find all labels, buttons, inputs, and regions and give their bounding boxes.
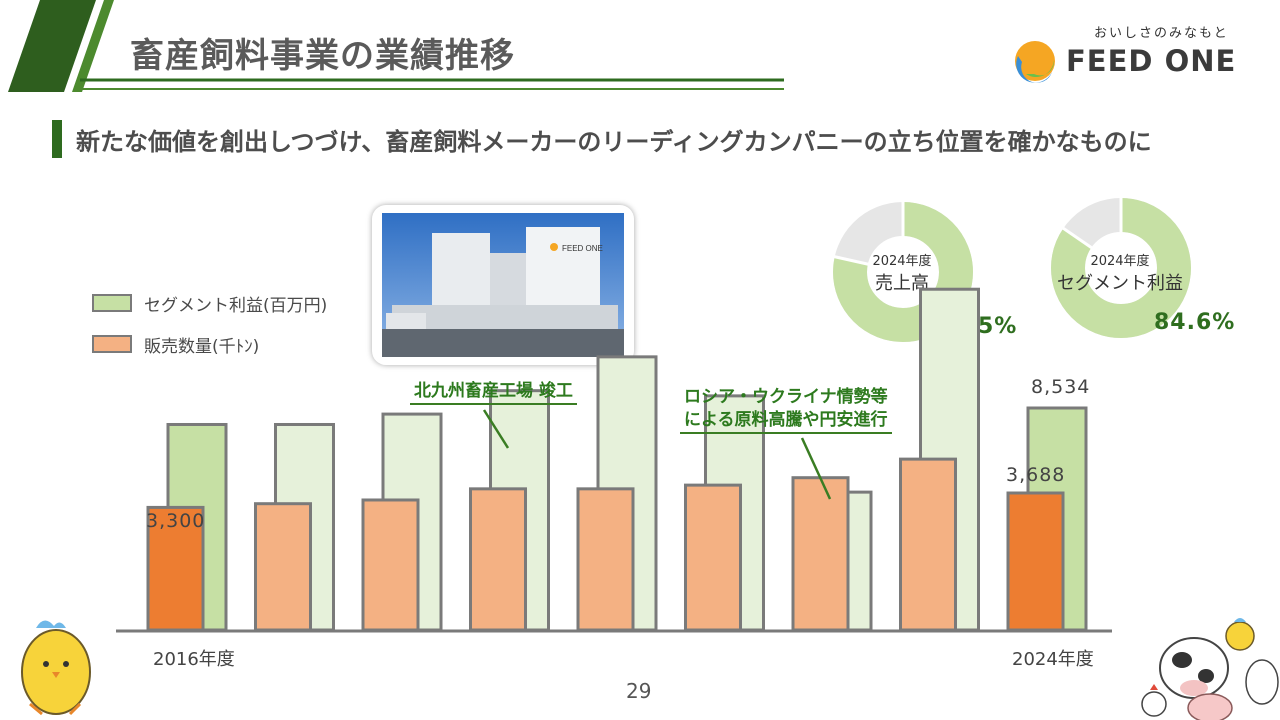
feed-one-logo-icon: [1015, 41, 1055, 83]
x-label-2024: 2024年度: [1012, 649, 1094, 670]
photo-sign-text: FEED ONE: [562, 244, 603, 253]
data-label-profit-2024: 8,534: [1031, 376, 1091, 398]
callout-pointer-russia: [800, 437, 832, 500]
x-label-2016: 2016年度: [153, 649, 235, 670]
callout-russia-line1: ロシア・ウクライナ情勢等: [684, 387, 888, 407]
volume-bar-2017年度: [254, 502, 312, 632]
donut-profit-percent: 84.6%: [1154, 310, 1236, 335]
farm-animals-mascot-icon: [1141, 618, 1279, 720]
legend-sales-volume: 販売数量(千ﾄﾝ): [92, 333, 260, 357]
legend-label-volume: 販売数量(千ﾄﾝ): [144, 336, 260, 357]
logo-tagline: おいしさのみなもと: [1094, 26, 1229, 41]
donut-profit-year: 2024年度: [1090, 254, 1150, 269]
donut-sales-name: 売上高: [875, 273, 929, 294]
legend-swatch-profit: [92, 294, 132, 312]
volume-bar-2022年度: [791, 476, 850, 632]
legend-label-profit: セグメント利益(百万円): [144, 295, 328, 316]
header-stripe-dark: [8, 0, 96, 92]
donut-separator-1-1: [1061, 226, 1094, 250]
volume-bar-2016年度: [146, 505, 205, 632]
callout-russia: ロシア・ウクライナ情勢等 による原料高騰や円安進行: [680, 386, 892, 434]
factory-photo: FEED ONE: [372, 205, 634, 365]
page-title: 畜産飼料事業の業績推移: [130, 36, 515, 76]
legend-segment-profit: セグメント利益(百万円): [92, 292, 328, 316]
data-label-volume-2016: 3,300: [146, 510, 206, 532]
donut-separator-0-1: [833, 255, 870, 266]
legend-swatch-volume: [92, 335, 132, 353]
header-stripe-light: [72, 0, 114, 92]
callout-russia-line2: による原料高騰や円安進行: [684, 410, 888, 430]
volume-bar-2018年度: [361, 498, 420, 632]
header-decoration: [8, 0, 784, 92]
volume-bar-2024年度: [1006, 491, 1065, 632]
volume-bar-2021年度: [684, 483, 742, 632]
volume-bar-2019年度: [469, 487, 527, 632]
subtitle-marker: [52, 120, 62, 158]
logo-text: FEED ONE: [1066, 44, 1237, 78]
volume-bar-2020年度: [576, 487, 635, 632]
donut-sales-label: 2024年度 売上高: [852, 250, 952, 295]
donut-sales: [833, 201, 973, 342]
page-number: 29: [626, 679, 652, 703]
volume-bar-2023年度: [899, 457, 957, 632]
chick-mascot-icon: [21, 620, 91, 716]
factory-photo-image: FEED ONE: [382, 213, 624, 357]
callout-pointer-kitakyushu: [482, 409, 510, 449]
callout-kitakyushu: 北九州畜産工場 竣工: [410, 380, 577, 405]
donut-profit-name: セグメント利益: [1057, 273, 1183, 294]
donut-sales-year: 2024年度: [872, 254, 932, 269]
donut-profit-label: 2024年度 セグメント利益: [1050, 250, 1190, 295]
donut-charts: [833, 197, 1191, 342]
data-label-volume-2024: 3,688: [1006, 464, 1066, 486]
subtitle: 新たな価値を創出しつづけ、畜産飼料メーカーのリーディングカンパニーの立ち位置を確…: [76, 128, 1152, 156]
donut-segment-profit: [1051, 197, 1191, 338]
